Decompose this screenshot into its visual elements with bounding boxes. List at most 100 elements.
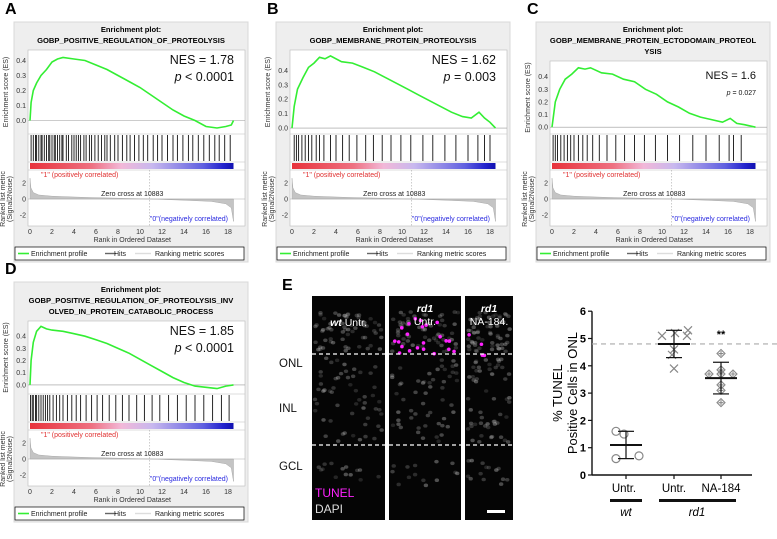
- dapi-nucleus: [495, 335, 501, 339]
- p-symbol: p: [443, 70, 451, 84]
- dapi-nucleus: [491, 419, 497, 424]
- dapi-nucleus: [340, 330, 346, 334]
- metric-tick-label: -2: [282, 213, 288, 220]
- es-tick-label: 0.1: [278, 111, 288, 118]
- x-tick-label: 12: [158, 489, 166, 496]
- dapi-nucleus: [345, 375, 351, 380]
- dapi-nucleus: [329, 390, 334, 394]
- dapi-nucleus: [398, 425, 404, 430]
- p-value: p < 0.0001: [174, 341, 234, 355]
- dapi-nucleus: [377, 347, 383, 351]
- dapi-nucleus: [492, 419, 497, 424]
- x-tick-label: 16: [202, 229, 210, 236]
- legend-label-hits: Hits: [114, 251, 127, 258]
- dapi-nucleus: [433, 338, 439, 342]
- p-value: p = 0.027: [726, 90, 757, 97]
- genotype-label: wt: [620, 507, 632, 519]
- dapi-nucleus: [504, 477, 510, 482]
- plot-title: GOBP_POSITIVE_REGULATION_OF_PROTEOLYSIS: [37, 36, 225, 45]
- dapi-nucleus: [355, 468, 360, 473]
- dapi-nucleus: [330, 340, 336, 345]
- dapi-nucleus: [495, 421, 500, 425]
- dapi-nucleus: [439, 318, 445, 323]
- dapi-nucleus: [454, 378, 460, 383]
- es-tick-label: 0.3: [538, 87, 548, 94]
- dapi-nucleus: [368, 316, 373, 321]
- dapi-nucleus: [497, 320, 502, 325]
- legend: Enrichment profile Hits Ranking metric sco…: [536, 246, 767, 261]
- dapi-nucleus: [477, 369, 482, 373]
- dapi-nucleus: [439, 433, 444, 437]
- tunel-positive-cell: [421, 341, 426, 345]
- micrograph-image: [312, 296, 385, 520]
- tunel-positive-cell: [435, 320, 439, 325]
- dapi-nucleus: [390, 469, 395, 474]
- legend-label-enrichment-profile: Enrichment profile: [31, 511, 88, 518]
- dapi-nucleus: [493, 313, 498, 317]
- x-tick-label: 8: [638, 229, 642, 236]
- p-number: = 0.003: [450, 70, 496, 84]
- dapi-nucleus: [506, 400, 512, 404]
- dapi-nucleus: [497, 315, 502, 320]
- dapi-nucleus: [357, 397, 362, 402]
- dapi-nucleus: [336, 313, 342, 317]
- legend-label-hits: Hits: [636, 251, 649, 258]
- dapi-nucleus: [449, 331, 455, 336]
- negative-correlation-label: "0"(negatively correlated): [150, 216, 228, 223]
- dapi-nucleus: [481, 477, 486, 482]
- dapi-nucleus: [338, 371, 344, 376]
- x-tick-label: 12: [680, 229, 688, 236]
- dapi-nucleus: [421, 379, 427, 384]
- dapi-nucleus: [441, 349, 447, 354]
- dapi-nucleus: [487, 330, 493, 335]
- dapi-nucleus: [485, 422, 490, 426]
- dapi-nucleus: [442, 367, 447, 372]
- category-label: NA-184: [702, 483, 742, 495]
- dapi-nucleus: [477, 314, 483, 319]
- data-point: [657, 331, 667, 341]
- y-tick-label: 2: [580, 415, 586, 427]
- dapi-nucleus: [470, 341, 475, 345]
- dapi-nucleus: [397, 366, 403, 370]
- legend-label-ranking-metric-scores: Ranking metric scores: [155, 511, 225, 518]
- dapi-nucleus: [488, 324, 493, 329]
- x-tick-label: 4: [72, 489, 76, 496]
- legend-label-enrichment-profile: Enrichment profile: [31, 251, 88, 258]
- dapi-nucleus: [470, 438, 475, 443]
- dapi-nucleus: [329, 360, 334, 365]
- dapi-nucleus: [340, 321, 345, 326]
- y-tick-label: 4: [580, 361, 587, 373]
- dapi-nucleus: [325, 326, 330, 331]
- metric-tick-label: -2: [542, 213, 548, 220]
- negative-correlation-label: "0"(negatively correlated): [150, 476, 228, 483]
- dapi-nucleus: [478, 421, 484, 426]
- dapi-nucleus: [440, 423, 445, 428]
- dapi-nucleus: [505, 340, 510, 345]
- dapi-nucleus: [396, 410, 401, 414]
- gsea-panel-d: D Enrichment plot: GOBP_POSITIVE_REGULATIO…: [0, 261, 249, 523]
- dapi-nucleus: [471, 365, 476, 370]
- dapi-nucleus: [426, 322, 432, 326]
- dapi-nucleus: [328, 419, 333, 423]
- dapi-nucleus: [483, 358, 489, 362]
- dapi-nucleus: [466, 328, 471, 333]
- tunel-positive-cell: [405, 332, 410, 336]
- p-symbol: p: [174, 341, 182, 355]
- dapi-nucleus: [314, 323, 319, 327]
- dapi-nucleus: [503, 312, 508, 316]
- dapi-nucleus: [343, 369, 349, 374]
- dapi-nucleus: [472, 341, 478, 345]
- dapi-nucleus: [478, 471, 483, 476]
- dapi-nucleus: [408, 408, 414, 413]
- x-axis-label: Rank in Ordered Dataset: [356, 237, 433, 244]
- p-number: < 0.0001: [182, 341, 235, 355]
- ranking-metric-area: [551, 178, 756, 222]
- ranking-metric-area: [29, 438, 234, 482]
- dapi-nucleus: [405, 316, 411, 321]
- dapi-nucleus: [427, 338, 432, 343]
- dapi-nucleus: [479, 415, 485, 420]
- dapi-nucleus: [313, 408, 318, 413]
- x-tick-label: 10: [658, 229, 666, 236]
- genotype-label: rd1: [689, 507, 706, 519]
- data-point: [619, 429, 629, 439]
